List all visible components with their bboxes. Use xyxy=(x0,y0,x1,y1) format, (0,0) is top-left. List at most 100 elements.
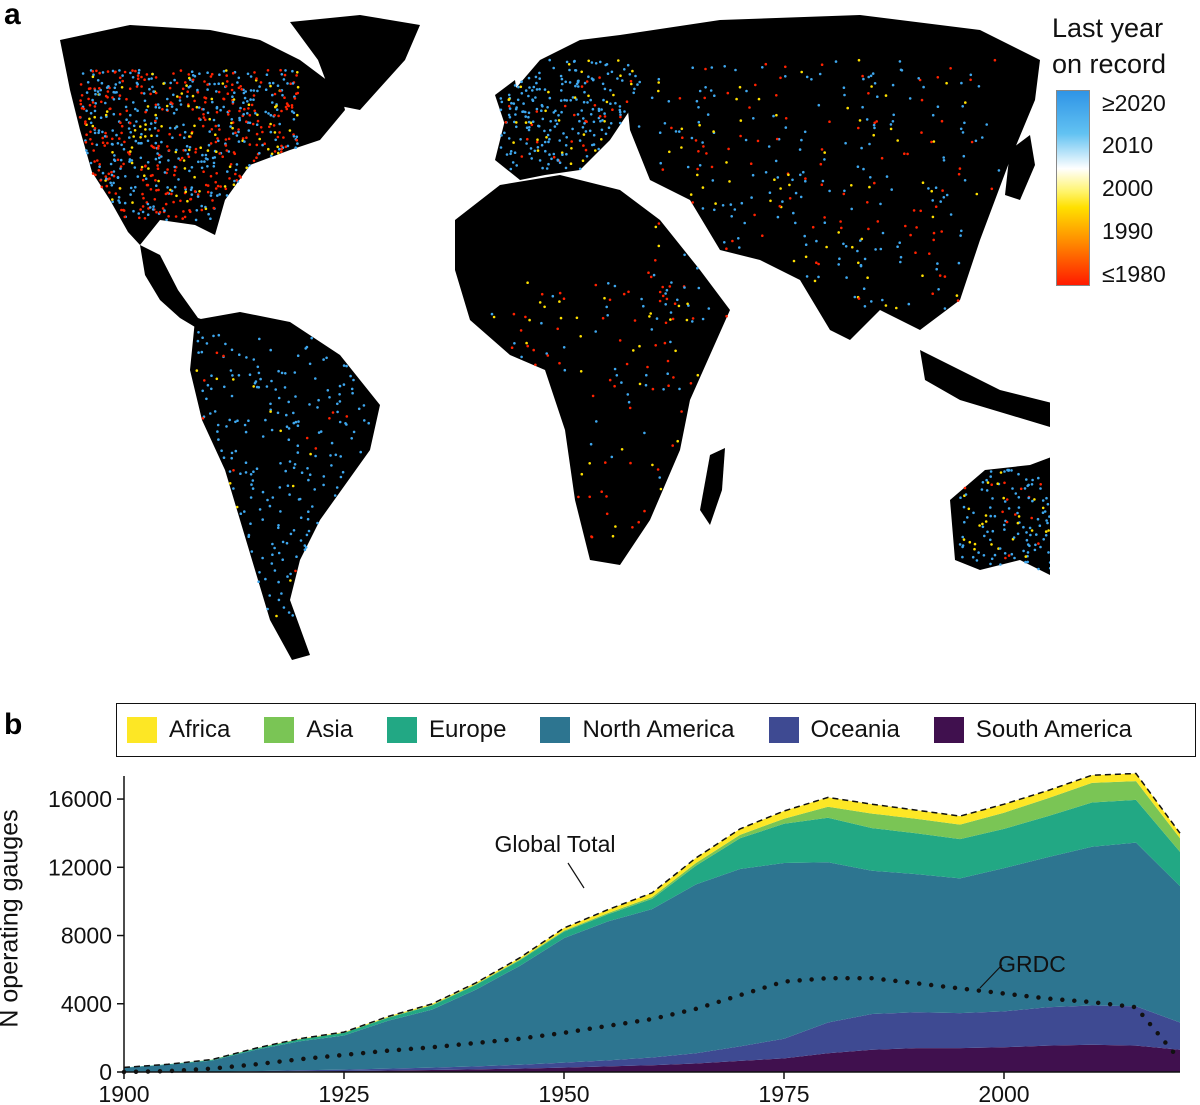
gauge-dot xyxy=(654,259,657,262)
gauge-dot xyxy=(637,520,640,524)
gauge-dot xyxy=(584,148,588,152)
gauge-dot xyxy=(889,127,893,131)
gauge-dot xyxy=(628,73,632,76)
gauge-dot xyxy=(547,140,550,144)
gauge-dot xyxy=(750,196,753,199)
gauge-dot xyxy=(616,77,619,80)
gauge-dot xyxy=(216,184,220,188)
gauge-dot xyxy=(1039,487,1042,490)
gauge-dot xyxy=(585,80,589,83)
gauge-dot xyxy=(123,201,127,205)
gauge-dot xyxy=(552,66,555,70)
gauge-dot xyxy=(618,105,622,108)
gauge-dot xyxy=(703,96,706,100)
gauge-dot xyxy=(519,138,522,141)
gauge-dot xyxy=(118,81,121,84)
gauge-dot xyxy=(1041,506,1045,510)
gauge-dot xyxy=(143,119,146,122)
gauge-dot xyxy=(638,80,641,84)
gauge-dot xyxy=(246,112,249,115)
gauge-dot xyxy=(105,177,108,181)
gauge-dot xyxy=(552,155,556,159)
gauge-dot xyxy=(172,72,175,75)
gauge-dot xyxy=(696,373,700,377)
gauge-dot xyxy=(292,118,296,121)
gauge-dot xyxy=(989,506,992,509)
gauge-dot xyxy=(575,316,579,320)
gauge-dot xyxy=(228,165,232,168)
gauge-dot xyxy=(165,218,168,222)
gauge-dot xyxy=(563,98,566,102)
gauge-dot xyxy=(1029,533,1032,537)
gauge-dot xyxy=(110,170,113,174)
gauge-dot xyxy=(252,385,255,388)
gauge-dot xyxy=(306,517,310,521)
gauge-dot xyxy=(93,115,96,119)
gauge-dot xyxy=(777,137,781,141)
gauge-dot xyxy=(630,82,633,86)
gauge-dot xyxy=(112,98,116,101)
gauge-dot xyxy=(1026,484,1029,488)
gauge-dot xyxy=(507,93,511,97)
gauge-dot xyxy=(1003,528,1006,531)
gauge-dot xyxy=(677,304,681,308)
gauge-dot xyxy=(271,542,274,546)
gauge-dot xyxy=(232,469,235,472)
gauge-dot xyxy=(112,90,115,94)
gauge-dot xyxy=(683,286,686,289)
gauge-dot xyxy=(1033,498,1036,501)
gauge-dot xyxy=(80,94,84,97)
gauge-dot xyxy=(209,142,213,145)
gauge-dot xyxy=(899,68,903,72)
gauge-dot xyxy=(640,297,643,301)
gauge-dot xyxy=(637,125,641,128)
gauge-dot xyxy=(543,129,546,133)
gauge-dot xyxy=(1012,536,1016,539)
gauge-dot xyxy=(154,103,158,107)
gauge-dot xyxy=(907,302,911,306)
gauge-dot xyxy=(634,74,637,78)
gauge-dot xyxy=(863,305,867,308)
gauge-dot xyxy=(283,386,287,389)
gauge-dot xyxy=(575,98,578,101)
gauge-dot xyxy=(250,103,254,107)
gauge-dot xyxy=(986,530,989,534)
gauge-dot xyxy=(82,107,86,111)
gauge-dot xyxy=(611,534,615,538)
gauge-dot xyxy=(591,394,595,398)
gauge-dot xyxy=(275,108,279,111)
gauge-dot xyxy=(989,470,993,473)
gauge-dot xyxy=(249,496,253,499)
gauge-dot xyxy=(264,577,267,581)
gauge-dot xyxy=(149,206,152,209)
gauge-dot xyxy=(120,124,124,128)
gauge-dot xyxy=(938,274,942,277)
gauge-dot xyxy=(158,210,162,214)
gauge-dot xyxy=(90,142,94,146)
gauge-dot xyxy=(729,203,733,206)
gauge-dot xyxy=(520,355,523,359)
gauge-dot xyxy=(577,132,580,135)
europe xyxy=(495,35,640,180)
gauge-dot xyxy=(142,92,146,95)
gauge-dot xyxy=(352,430,356,434)
gauge-dot xyxy=(178,99,182,102)
gauge-dot xyxy=(118,76,122,80)
gauge-dot xyxy=(499,108,503,112)
gauge-dot xyxy=(158,160,162,164)
gauge-dot xyxy=(186,199,189,203)
gauge-dot xyxy=(111,198,114,201)
gauge-dot xyxy=(153,126,157,130)
gauge-dot xyxy=(183,186,187,189)
gauge-dot xyxy=(564,80,567,84)
gauge-dot xyxy=(173,173,176,177)
gauge-dot xyxy=(800,70,803,74)
gauge-dot xyxy=(291,82,295,85)
gauge-dot xyxy=(557,119,561,122)
gauge-dot xyxy=(134,107,137,111)
gauge-dot xyxy=(277,396,281,400)
gauge-dot xyxy=(190,193,194,196)
gauge-dot xyxy=(235,134,239,137)
gauge-dot xyxy=(1022,549,1025,553)
gauge-dot xyxy=(296,451,300,454)
